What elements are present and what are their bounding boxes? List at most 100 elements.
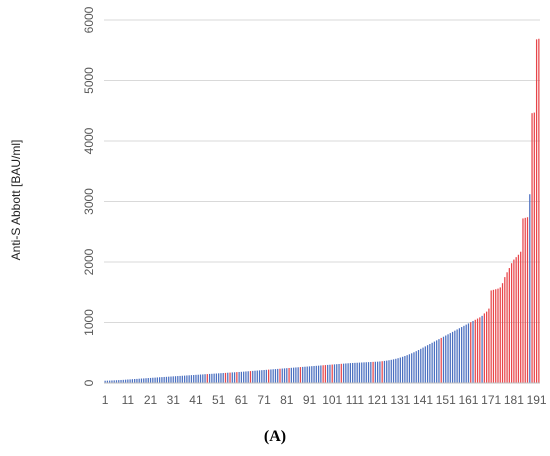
bar-47: [208, 373, 211, 383]
bar-13: [131, 379, 134, 383]
bar-170: [488, 308, 490, 383]
bar-110: [352, 362, 354, 383]
bar-90: [306, 366, 308, 383]
bar-89: [304, 366, 306, 383]
bar-120: [374, 361, 376, 383]
bar-60: [238, 371, 240, 383]
x-tick-labels: 1 11 21 31 41 51 61 71 81 91 101 111 121 131 141 151 161…: [102, 393, 547, 407]
bar-188: [529, 194, 531, 383]
bar-29: [168, 376, 170, 383]
y-tick-label-0: 0: [82, 379, 96, 386]
bar-56: [229, 372, 231, 383]
bar-28: [165, 376, 168, 383]
y-axis-label: Anti-S Abbott [BAU/ml]: [4, 0, 28, 400]
bar-91: [308, 366, 311, 383]
bar-50: [215, 373, 218, 383]
bar-190: [533, 112, 535, 383]
bar-124: [383, 360, 386, 383]
bar-54: [224, 372, 227, 383]
x-tick-label-161: 161: [458, 393, 478, 407]
bar-88: [302, 366, 304, 383]
bar-145: [431, 342, 433, 383]
bar-104: [338, 364, 340, 383]
bar-169: [486, 311, 488, 383]
bar-30: [170, 376, 172, 383]
bar-81: [286, 368, 288, 383]
bar-116: [365, 362, 367, 383]
bar-82: [288, 367, 290, 383]
bar-130: [397, 358, 399, 383]
bar-159: [463, 325, 465, 383]
bar-164: [474, 319, 476, 383]
bar-79: [281, 368, 283, 383]
bar-41: [195, 374, 197, 383]
bar-147: [436, 340, 438, 383]
bar-15: [136, 378, 138, 383]
bar-94: [315, 365, 317, 383]
bar-7: [118, 380, 120, 383]
bar-102: [333, 364, 336, 383]
x-tick-label-91: 91: [303, 393, 317, 407]
bar-122: [379, 361, 381, 383]
bar-178: [506, 272, 508, 383]
bar-106: [342, 363, 345, 383]
y-tick-label-3000: 3000: [82, 188, 96, 215]
bar-192: [538, 38, 540, 383]
y-tick-label-2000: 2000: [82, 248, 96, 275]
bar-26: [161, 377, 163, 383]
bar-97: [322, 365, 324, 383]
bar-22: [152, 377, 154, 383]
bar-108: [347, 363, 349, 383]
bar-146: [433, 341, 436, 383]
bar-133: [404, 356, 406, 383]
bar-78: [279, 368, 281, 383]
bar-117: [367, 362, 370, 383]
bar-168: [483, 313, 485, 383]
bar-156: [456, 329, 458, 383]
bar-186: [524, 217, 526, 383]
bar-113: [358, 362, 361, 383]
bar-12: [129, 379, 131, 383]
bar-123: [381, 361, 383, 383]
bar-9: [122, 379, 124, 383]
bar-11: [127, 379, 129, 383]
x-tick-label-11: 11: [122, 393, 135, 407]
x-tick-label-1: 1: [102, 393, 109, 407]
bar-179: [508, 268, 510, 383]
bar-154: [451, 331, 454, 383]
bar-63: [245, 371, 247, 383]
y-axis-label-text: Anti-S Abbott [BAU/ml]: [9, 139, 23, 261]
bar-176: [501, 283, 504, 383]
bar-74: [270, 369, 272, 383]
bar-173: [495, 289, 497, 383]
bar-182: [515, 257, 517, 383]
bar-153: [449, 333, 451, 383]
bar-135: [408, 354, 411, 383]
bar-151: [445, 335, 447, 383]
bar-191: [535, 39, 538, 384]
bar-1: [104, 380, 106, 383]
bar-111: [354, 362, 356, 383]
bar-189: [531, 113, 533, 384]
x-tick-label-71: 71: [257, 393, 271, 407]
bar-80: [283, 368, 286, 383]
bar-72: [265, 369, 267, 383]
x-tick-label-121: 121: [368, 393, 388, 407]
bar-119: [372, 361, 374, 383]
bar-140: [420, 348, 422, 383]
bar-65: [249, 371, 252, 383]
bar-19: [145, 378, 147, 383]
bar-165: [476, 318, 479, 383]
bar-4: [111, 380, 113, 383]
bar-6: [115, 380, 118, 383]
bar-114: [361, 362, 363, 383]
bar-100: [329, 364, 331, 383]
bar-132: [401, 356, 404, 383]
bar-27: [163, 376, 165, 383]
x-tick-label-151: 151: [436, 393, 456, 407]
bar-166: [479, 317, 481, 383]
bar-187: [526, 217, 529, 383]
bar-52: [220, 373, 222, 383]
x-tick-label-21: 21: [144, 393, 158, 407]
